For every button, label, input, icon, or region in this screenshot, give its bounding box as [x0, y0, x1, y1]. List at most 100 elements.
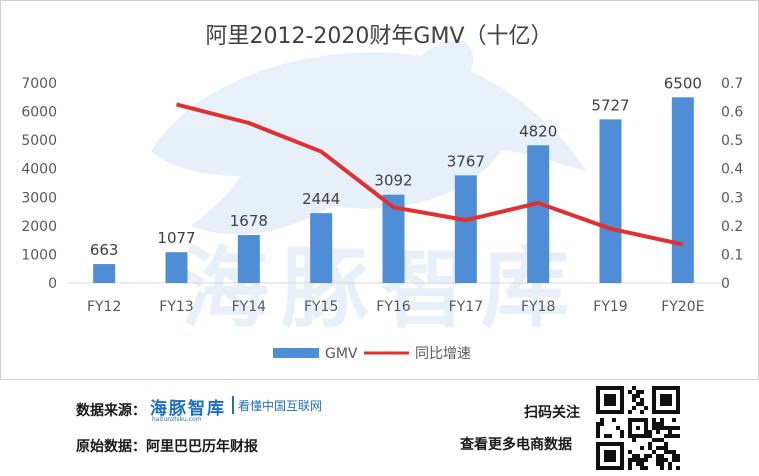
x-tick-label: FY17	[449, 299, 483, 315]
qr-module	[660, 446, 664, 450]
qr-module	[640, 390, 644, 394]
qr-module	[652, 386, 656, 390]
qr-module	[604, 434, 608, 438]
qr-module	[616, 466, 620, 470]
qr-module	[600, 418, 604, 422]
qr-module	[628, 462, 632, 466]
bar	[165, 252, 188, 283]
qr-module	[604, 402, 608, 406]
qr-module	[660, 462, 664, 466]
qr-module	[604, 386, 608, 390]
qr-module	[672, 434, 676, 438]
qr-module	[600, 410, 604, 414]
growth-line	[176, 102, 684, 247]
qr-module	[676, 398, 680, 402]
qr-module	[636, 434, 640, 438]
qr-module	[612, 458, 616, 462]
qr-module	[664, 434, 668, 438]
qr-module	[660, 386, 664, 390]
qr-module	[620, 398, 624, 402]
qr-module	[608, 450, 612, 454]
qr-module	[608, 434, 612, 438]
qr-module	[604, 466, 608, 470]
qr-module	[672, 418, 676, 422]
qr-module	[676, 410, 680, 414]
qr-module	[616, 442, 620, 446]
qr-module	[596, 426, 600, 430]
qr-module	[652, 402, 656, 406]
qr-module	[628, 426, 632, 430]
qr-module	[596, 462, 600, 466]
qr-module	[616, 410, 620, 414]
qr-module	[676, 386, 680, 390]
watermark: 海豚智库	[151, 40, 586, 340]
qr-module	[596, 398, 600, 402]
qr-module	[668, 386, 672, 390]
legend-label-growth: 同比增速	[415, 346, 471, 362]
qr-module	[600, 386, 604, 390]
y-right-tick-label: 0.6	[721, 105, 743, 121]
qr-module	[636, 390, 640, 394]
bar-data-labels: 663 1077 1678 2444 3092 3767 4820 5727 6500	[90, 74, 702, 259]
qr-module	[664, 398, 668, 402]
qr-module	[596, 434, 600, 438]
source-label: 数据来源：	[76, 403, 146, 419]
qr-code-icon[interactable]	[596, 386, 680, 470]
qr-module	[660, 458, 664, 462]
qr-module	[656, 438, 660, 442]
scan-label: 扫码关注	[524, 405, 580, 421]
qr-module	[644, 422, 648, 426]
qr-module	[672, 450, 676, 454]
y-left-tick-label: 6000	[21, 105, 57, 121]
qr-module	[596, 442, 600, 446]
qr-module	[660, 454, 664, 458]
qr-module	[620, 406, 624, 410]
y-left-tick-label: 0	[48, 276, 57, 292]
bar	[454, 175, 477, 283]
bar-data-label: 3767	[447, 152, 485, 170]
qr-module	[640, 446, 644, 450]
qr-module	[676, 466, 680, 470]
qr-module	[644, 418, 648, 422]
qr-module	[640, 462, 644, 466]
y-left-tick-label: 5000	[21, 133, 57, 149]
x-tick-label: FY18	[521, 299, 555, 315]
qr-module	[644, 454, 648, 458]
qr-module	[656, 410, 660, 414]
qr-module	[644, 406, 648, 410]
qr-module	[648, 454, 652, 458]
qr-module	[664, 446, 668, 450]
qr-module	[636, 462, 640, 466]
y-left-tick-label: 1000	[21, 247, 57, 263]
qr-module	[596, 422, 600, 426]
qr-module	[664, 402, 668, 406]
qr-module	[628, 390, 632, 394]
qr-module	[600, 422, 604, 426]
qr-module	[632, 458, 636, 462]
raw-data-label: 原始数据：阿里巴巴历年财报	[76, 439, 258, 455]
logo-name: 海豚智库	[150, 399, 226, 419]
y-right-tick-label: 0	[721, 276, 730, 292]
qr-module	[664, 458, 668, 462]
qr-module	[656, 386, 660, 390]
qr-module	[632, 398, 636, 402]
qr-module	[640, 398, 644, 402]
qr-module	[632, 418, 636, 422]
qr-module	[608, 402, 612, 406]
qr-module	[660, 410, 664, 414]
qr-module	[676, 458, 680, 462]
qr-module	[676, 406, 680, 410]
qr-module	[620, 430, 624, 434]
qr-module	[612, 386, 616, 390]
qr-module	[616, 386, 620, 390]
qr-module	[648, 442, 652, 446]
qr-module	[620, 402, 624, 406]
x-axis: FY12 FY13 FY14 FY15 FY16 FY17 FY18 FY19 FY20E	[87, 299, 705, 315]
qr-module	[628, 418, 632, 422]
qr-module	[668, 410, 672, 414]
qr-module	[660, 426, 664, 430]
qr-module	[612, 418, 616, 422]
qr-module	[616, 426, 620, 430]
qr-module	[600, 466, 604, 470]
qr-module	[612, 394, 616, 398]
